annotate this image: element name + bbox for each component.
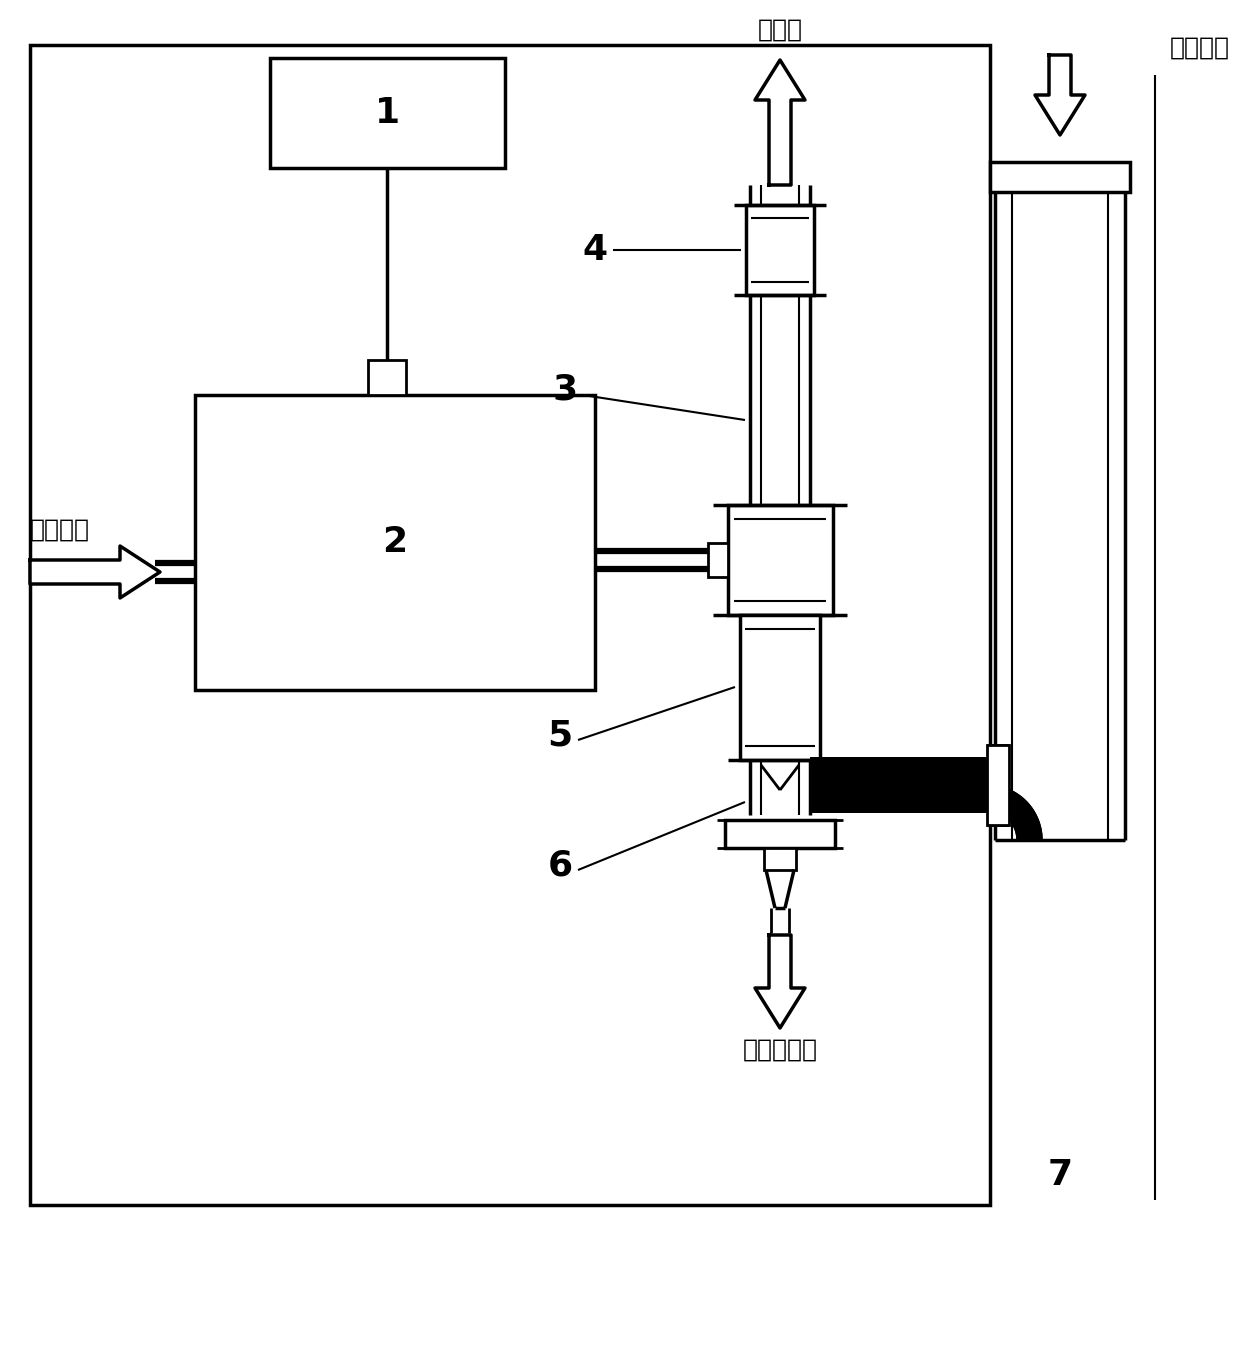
Bar xyxy=(30,45,990,1205)
Polygon shape xyxy=(30,547,160,598)
Text: 1: 1 xyxy=(374,95,401,129)
Text: 2: 2 xyxy=(382,526,408,559)
Polygon shape xyxy=(755,60,805,185)
Bar xyxy=(746,204,813,294)
Bar xyxy=(987,746,1009,825)
Bar xyxy=(728,506,833,615)
Text: 目标出气口: 目标出气口 xyxy=(743,1039,817,1062)
Text: 压缩空气: 压缩空气 xyxy=(1171,35,1230,60)
Bar xyxy=(764,848,796,870)
Bar xyxy=(708,542,728,577)
Text: 7: 7 xyxy=(1048,1159,1073,1193)
Bar xyxy=(810,756,987,812)
Polygon shape xyxy=(755,935,805,1028)
Bar xyxy=(368,360,405,395)
Text: 热气流: 热气流 xyxy=(758,18,802,42)
Text: 6: 6 xyxy=(547,848,573,882)
Text: 4: 4 xyxy=(583,233,608,267)
Polygon shape xyxy=(987,785,1042,840)
Bar xyxy=(740,615,820,761)
Polygon shape xyxy=(1035,55,1085,135)
Text: 压缩空气: 压缩空气 xyxy=(30,518,91,542)
Text: 5: 5 xyxy=(547,718,573,752)
Bar xyxy=(725,821,835,848)
Text: 3: 3 xyxy=(553,373,578,408)
Bar xyxy=(990,162,1130,192)
Bar xyxy=(270,59,505,168)
Bar xyxy=(195,395,595,690)
